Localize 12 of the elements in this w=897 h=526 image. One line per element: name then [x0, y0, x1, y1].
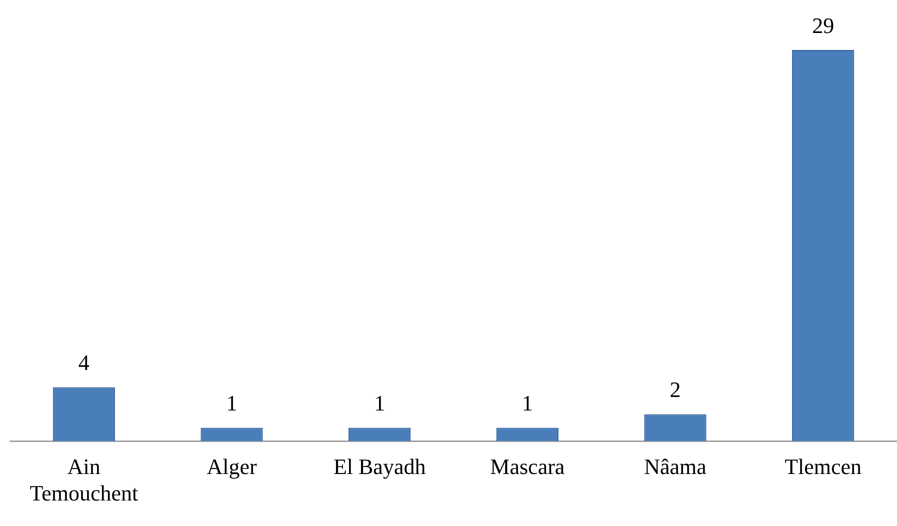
data-label: 29 [812, 12, 834, 38]
data-label: 1 [374, 390, 386, 416]
x-tick-label: Mascara [490, 454, 565, 480]
x-tick-label: Ain Temouchent [30, 454, 138, 506]
x-tick-label: Tlemcen [784, 454, 862, 480]
x-tick-label: El Bayadh [333, 454, 426, 480]
data-label: 2 [670, 377, 681, 402]
x-tick-label: Nâama [644, 454, 707, 480]
data-label: 1 [522, 390, 533, 416]
x-tick-label: Alger [206, 454, 258, 480]
data-label: 4 [78, 350, 90, 376]
data-label: 1 [226, 390, 238, 416]
